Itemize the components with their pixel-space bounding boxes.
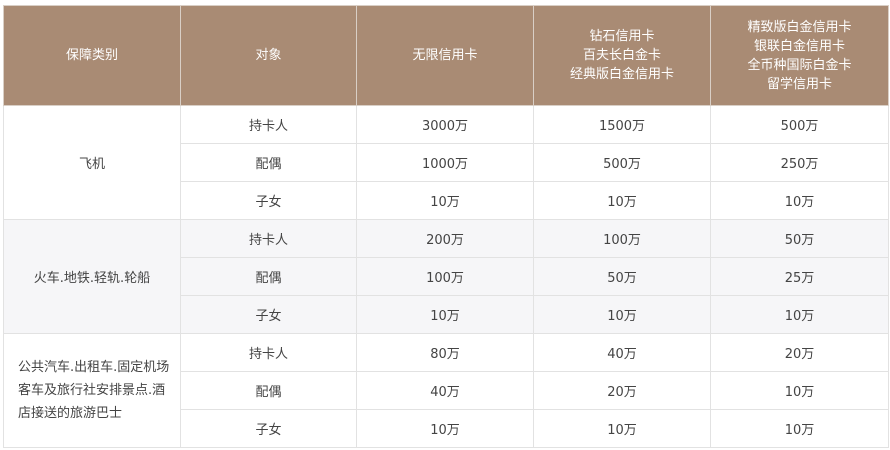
header-target: 对象 <box>180 5 357 106</box>
amount-cell: 10万 <box>710 371 889 410</box>
target-cell: 子女 <box>180 409 357 448</box>
amount-cell: 10万 <box>533 181 711 220</box>
amount-cell: 50万 <box>710 219 889 258</box>
header-line: 留学信用卡 <box>766 76 832 92</box>
header-line: 精致版白金信用卡 <box>747 19 852 35</box>
header-unlimited-card: 无限信用卡 <box>356 5 534 106</box>
amount-cell: 100万 <box>356 257 534 296</box>
header-line: 银联白金信用卡 <box>753 38 845 54</box>
amount-cell: 10万 <box>356 295 534 334</box>
table-row: 配偶 40万 20万 10万 <box>4 371 889 410</box>
amount-cell: 1500万 <box>533 105 711 144</box>
target-cell: 配偶 <box>180 257 357 296</box>
header-line: 钻石信用卡 <box>589 29 655 44</box>
category-cell: 公共汽车.出租车.固定机场客车及旅行社安排景点.酒店接送的旅游巴士 <box>3 333 181 448</box>
amount-cell: 10万 <box>710 409 889 448</box>
target-cell: 子女 <box>180 295 357 334</box>
amount-cell: 20万 <box>710 333 889 372</box>
amount-cell: 3000万 <box>356 105 534 144</box>
amount-cell: 50万 <box>533 257 711 296</box>
target-cell: 持卡人 <box>180 333 357 372</box>
target-cell: 持卡人 <box>180 219 357 258</box>
amount-cell: 500万 <box>710 105 889 144</box>
amount-cell: 10万 <box>710 181 889 220</box>
table-row: 子女 10万 10万 10万 <box>4 181 889 220</box>
amount-cell: 500万 <box>533 143 711 182</box>
table-row: 配偶 1000万 500万 250万 <box>4 143 889 182</box>
amount-cell: 10万 <box>356 181 534 220</box>
table-row: 子女 10万 10万 10万 <box>4 409 889 448</box>
insurance-table: 保障类别 对象 无限信用卡 钻石信用卡 百夫长白金卡 经典版白金信用卡 精致版白… <box>3 5 889 448</box>
amount-cell: 200万 <box>356 219 534 258</box>
amount-cell: 250万 <box>710 143 889 182</box>
header-line: 全币种国际白金卡 <box>747 57 852 73</box>
table-row: 配偶 100万 50万 25万 <box>4 257 889 296</box>
amount-cell: 25万 <box>710 257 889 296</box>
target-cell: 子女 <box>180 181 357 220</box>
amount-cell: 100万 <box>533 219 711 258</box>
target-cell: 持卡人 <box>180 105 357 144</box>
table-row: 火车.地铁.轻轨.轮船 持卡人 200万 100万 50万 <box>3 219 889 334</box>
header-row: 保障类别 对象 无限信用卡 钻石信用卡 百夫长白金卡 经典版白金信用卡 精致版白… <box>3 5 889 106</box>
category-cell: 火车.地铁.轻轨.轮船 <box>3 219 181 334</box>
target-cell: 配偶 <box>180 371 357 410</box>
amount-cell: 1000万 <box>356 143 534 182</box>
amount-cell: 20万 <box>533 371 711 410</box>
table-row: 飞机 持卡人 3000万 1500万 500万 <box>3 105 889 220</box>
amount-cell: 10万 <box>356 409 534 448</box>
table-row: 公共汽车.出租车.固定机场客车及旅行社安排景点.酒店接送的旅游巴士 持卡人 80万 4… <box>3 333 889 448</box>
header-platinum-cards: 精致版白金信用卡 银联白金信用卡 全币种国际白金卡 留学信用卡 <box>710 5 889 106</box>
amount-cell: 10万 <box>533 295 711 334</box>
header-line: 经典版白金信用卡 <box>569 67 674 82</box>
category-cell: 飞机 <box>3 105 181 220</box>
amount-cell: 10万 <box>533 409 711 448</box>
amount-cell: 80万 <box>356 333 534 372</box>
header-category: 保障类别 <box>3 5 181 106</box>
table-row: 子女 10万 10万 10万 <box>4 295 889 334</box>
amount-cell: 40万 <box>533 333 711 372</box>
amount-cell: 40万 <box>356 371 534 410</box>
amount-cell: 10万 <box>710 295 889 334</box>
header-diamond-cards: 钻石信用卡 百夫长白金卡 经典版白金信用卡 <box>533 5 711 106</box>
target-cell: 配偶 <box>180 143 357 182</box>
header-line: 百夫长白金卡 <box>582 48 661 63</box>
